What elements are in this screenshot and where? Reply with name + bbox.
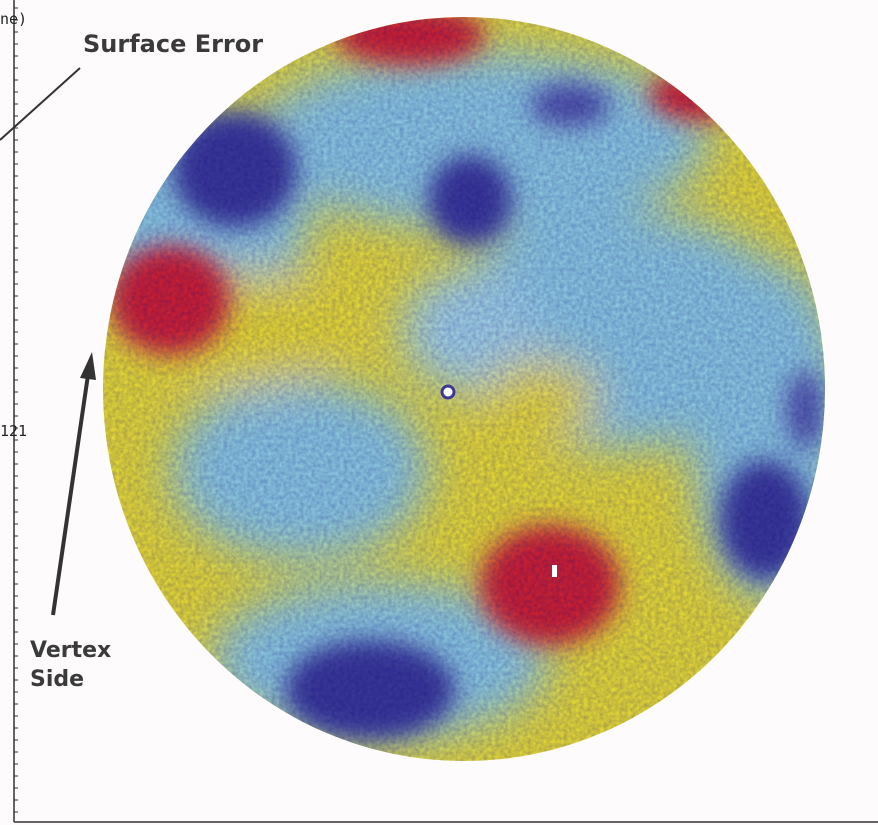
partial-label: ne) [0,10,27,28]
surface-error-label: Surface Error [83,30,263,58]
axis-frame [13,0,878,823]
side-label: Side [30,667,84,692]
vertex-label: Vertex [30,638,111,663]
leader-line [0,67,81,141]
vertex-arrow [51,352,96,616]
axis-tick-label: 121 [0,422,27,440]
surface-map [103,17,825,761]
